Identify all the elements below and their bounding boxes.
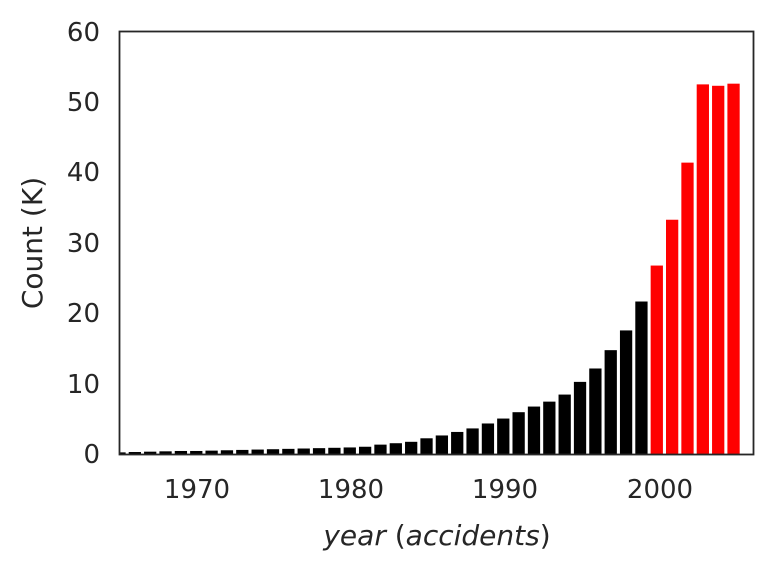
bar-1972 <box>220 450 234 455</box>
bar-1979 <box>328 447 341 455</box>
y-tick-label: 0 <box>83 440 100 470</box>
bar-2002 <box>681 162 694 455</box>
x-axis-label-year: year <box>322 519 387 552</box>
bar-1982 <box>374 444 387 455</box>
bar-1975 <box>266 449 280 455</box>
bar-1992 <box>527 406 541 455</box>
bar-1999 <box>635 301 648 455</box>
bars-group <box>119 83 740 455</box>
bar-1971 <box>205 450 218 455</box>
bar-1996 <box>589 368 602 455</box>
x-tick-labels: 1970 1980 1990 2000 <box>164 475 693 505</box>
bar-1981 <box>358 446 372 455</box>
bar-1994 <box>558 394 571 455</box>
bar-1980 <box>343 447 356 455</box>
bar-1967 <box>144 451 157 455</box>
y-tick-label: 40 <box>67 158 100 188</box>
bar-2004 <box>712 85 725 455</box>
bar-1990 <box>497 418 510 455</box>
x-tick-label: 1980 <box>318 475 384 505</box>
bar-1985 <box>420 438 433 455</box>
y-tick-label: 60 <box>67 18 100 48</box>
bar-1995 <box>573 381 587 455</box>
x-tick-label: 2000 <box>627 475 693 505</box>
y-tick-labels: 0 10 20 30 40 50 60 <box>67 18 100 470</box>
bar-1989 <box>481 423 495 455</box>
y-tick-label: 10 <box>67 370 100 400</box>
x-axis-label-accidents: accidents <box>406 519 540 552</box>
bar-1974 <box>251 449 264 455</box>
bar-1965 <box>119 452 126 455</box>
bar-1969 <box>174 450 188 455</box>
x-tick-label: 1990 <box>472 475 538 505</box>
bar-2000 <box>650 265 663 455</box>
y-tick-label: 30 <box>67 229 100 259</box>
bar-1966 <box>128 452 141 455</box>
bar-1968 <box>159 451 172 455</box>
bar-1988 <box>466 428 479 455</box>
bar-1983 <box>389 443 402 455</box>
bar-2003 <box>696 84 709 455</box>
plot-frame <box>118 30 755 456</box>
bar-1978 <box>312 448 326 455</box>
bar-1973 <box>236 449 249 455</box>
bar-1997 <box>604 350 617 455</box>
x-axis-label: year (accidents) <box>322 519 550 552</box>
y-tick-label: 20 <box>67 299 100 329</box>
bar-1984 <box>405 441 418 455</box>
bar-1977 <box>297 448 310 455</box>
bar-1987 <box>451 431 464 455</box>
bar-1998 <box>619 330 633 455</box>
bar-1986 <box>435 435 449 455</box>
bar-1991 <box>512 412 525 455</box>
y-tick-label: 50 <box>67 88 100 118</box>
bar-1976 <box>282 448 295 455</box>
x-tick-label: 1970 <box>164 475 230 505</box>
bar-2001 <box>666 219 679 455</box>
x-axis-label-open-paren: ( <box>386 519 406 552</box>
y-axis-label: Count (K) <box>16 177 49 309</box>
bar-1970 <box>190 450 203 455</box>
bar-1993 <box>543 401 556 455</box>
x-axis-label-close-paren: ) <box>540 519 551 552</box>
bar-2005 <box>727 83 740 455</box>
